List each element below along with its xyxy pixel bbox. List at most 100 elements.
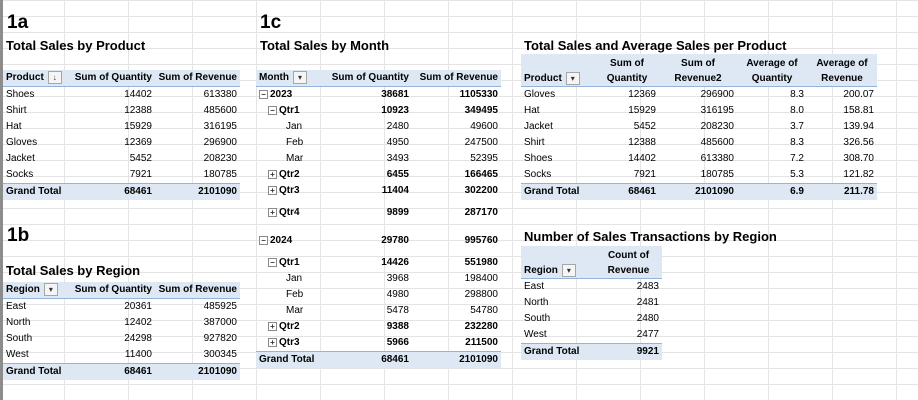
grand-total-row[interactable]: Grand Total 68461 2101090 <box>3 363 240 380</box>
value-cell[interactable]: 49600 <box>470 121 498 132</box>
grand-total-label[interactable]: Grand Total <box>521 183 595 200</box>
table-row[interactable]: Shoes 14402 613380 <box>3 87 240 104</box>
row-label-cell[interactable]: East <box>6 301 27 312</box>
value-cell[interactable]: 180785 <box>700 169 734 180</box>
product-pivot-table[interactable]: Product ↓ Sum of Quantity Sum of Revenue … <box>3 70 240 200</box>
value-cell[interactable]: 38681 <box>381 89 409 100</box>
value-cell[interactable]: 14402 <box>628 153 656 164</box>
table-row[interactable]: Hat 15929 316195 <box>3 119 240 135</box>
value-cell[interactable]: 12402 <box>124 317 152 328</box>
grand-total-value[interactable]: 2101090 <box>659 183 737 200</box>
value-cell[interactable]: 316195 <box>700 105 734 116</box>
value-cell[interactable]: 14426 <box>381 257 409 268</box>
value-cell[interactable]: 551980 <box>464 257 498 268</box>
quarter-row[interactable]: + Qtr2 9388 232280 <box>256 319 501 335</box>
value-cell[interactable]: 232280 <box>464 321 498 332</box>
value-cell[interactable]: 11400 <box>124 349 152 360</box>
table-row[interactable]: Jacket 5452 208230 <box>3 151 240 167</box>
grand-total-value[interactable]: 68461 <box>71 183 155 200</box>
table-row[interactable]: Shirt 12388 485600 8.3 326.56 <box>521 135 877 151</box>
value-cell[interactable]: 4950 <box>386 137 409 148</box>
row-label-cell[interactable]: Gloves <box>6 137 38 148</box>
value-cell[interactable]: 12369 <box>628 89 656 100</box>
row-label-cell[interactable]: Socks <box>524 169 552 180</box>
table-row[interactable]: East 2483 <box>521 279 662 296</box>
month-row[interactable]: Feb 4980 298800 <box>256 287 501 303</box>
plus-box-icon[interactable]: + <box>268 185 277 195</box>
month-row[interactable]: Jan 3968 198400 <box>256 271 501 287</box>
value-cell[interactable]: 308.70 <box>843 153 874 164</box>
table-row[interactable]: Hat 15929 316195 8.0 158.81 <box>521 103 877 119</box>
table-row[interactable]: North 12402 387000 <box>3 315 240 331</box>
table-row[interactable]: Socks 7921 180785 <box>3 167 240 184</box>
plus-box-icon[interactable]: + <box>268 321 277 331</box>
row-label-cell[interactable]: Shoes <box>6 89 35 100</box>
row-label-header[interactable]: Month ▾ <box>256 70 322 87</box>
value-cell[interactable]: 208230 <box>203 153 237 164</box>
value-cell[interactable]: 2480 <box>636 313 659 324</box>
quarter-row[interactable]: + Qtr4 9899 287170 <box>256 199 501 227</box>
month-row[interactable]: Feb 4950 247500 <box>256 135 501 151</box>
value-cell[interactable]: 208230 <box>700 121 734 132</box>
row-label-header[interactable]: Region ▾ <box>521 246 595 279</box>
value-cell[interactable]: 995760 <box>464 235 498 246</box>
value-cell[interactable]: 198400 <box>464 273 498 284</box>
value-cell[interactable]: 11404 <box>381 185 409 196</box>
value-cell[interactable]: 300345 <box>203 349 237 360</box>
minus-box-icon[interactable]: − <box>259 235 268 245</box>
value-cell[interactable]: 296900 <box>203 137 237 148</box>
value-cell[interactable]: 12388 <box>628 137 656 148</box>
value-cell[interactable]: 24298 <box>124 333 152 344</box>
row-label-cell[interactable]: Jan <box>256 271 322 287</box>
quarter-row[interactable]: − Qtr1 10923 349495 <box>256 103 501 119</box>
row-label-header[interactable]: Region ▾ <box>3 282 71 299</box>
value-cell[interactable]: 613380 <box>700 153 734 164</box>
table-row[interactable]: Jacket 5452 208230 3.7 139.94 <box>521 119 877 135</box>
minus-box-icon[interactable]: − <box>268 257 277 267</box>
plus-box-icon[interactable]: + <box>268 207 277 217</box>
value-cell[interactable]: 296900 <box>700 89 734 100</box>
value-cell[interactable]: 287170 <box>464 207 498 218</box>
value-cell[interactable]: 2477 <box>636 329 659 340</box>
value-cell[interactable]: 12369 <box>124 137 152 148</box>
value-cell[interactable]: 298800 <box>464 289 498 300</box>
grand-total-value[interactable]: 2101090 <box>155 183 240 200</box>
count-pivot-table[interactable]: Region ▾ Count of Revenue East 2483 North 24… <box>521 246 662 360</box>
row-label-cell[interactable]: + Qtr4 <box>256 199 322 227</box>
value-cell[interactable]: 316195 <box>203 121 237 132</box>
value-cell[interactable]: 14402 <box>124 89 152 100</box>
value-cell[interactable]: 54780 <box>470 305 498 316</box>
row-label-cell[interactable]: Shoes <box>524 153 553 164</box>
table-row[interactable]: West 11400 300345 <box>3 347 240 364</box>
value-cell[interactable]: 5452 <box>633 121 656 132</box>
value-cell[interactable]: 349495 <box>464 105 498 116</box>
row-label-cell[interactable]: Hat <box>524 105 540 116</box>
value-cell[interactable]: 211500 <box>465 337 498 348</box>
region-pivot-table[interactable]: Region ▾ Sum of Quantity Sum of Revenue E… <box>3 282 240 380</box>
table-row[interactable]: Shoes 14402 613380 7.2 308.70 <box>521 151 877 167</box>
table-row[interactable]: Shirt 12388 485600 <box>3 103 240 119</box>
row-label-cell[interactable]: North <box>524 297 549 308</box>
row-label-cell[interactable]: + Qtr2 <box>256 319 322 335</box>
grand-total-value[interactable]: 9921 <box>595 343 662 360</box>
row-label-cell[interactable]: − Qtr1 <box>256 255 322 271</box>
value-cell[interactable]: 139.94 <box>843 121 874 132</box>
row-label-cell[interactable]: South <box>6 333 33 344</box>
sort-filter-icon[interactable]: ↓ <box>47 70 62 84</box>
row-label-cell[interactable]: Gloves <box>524 89 556 100</box>
grand-total-value[interactable]: 2101090 <box>412 351 501 368</box>
chevron-down-icon[interactable]: ▾ <box>43 282 58 296</box>
row-label-cell[interactable]: East <box>524 281 545 292</box>
grand-total-label[interactable]: Grand Total <box>3 183 71 200</box>
value-cell[interactable]: 12388 <box>124 105 152 116</box>
grand-total-value[interactable]: 2101090 <box>155 363 240 380</box>
plus-box-icon[interactable]: + <box>268 169 277 179</box>
value-cell[interactable]: 2481 <box>636 297 659 308</box>
value-cell[interactable]: 302200 <box>464 185 498 196</box>
value-cell[interactable]: 247500 <box>464 137 498 148</box>
table-row[interactable]: South 24298 927820 <box>3 331 240 347</box>
grand-total-value[interactable]: 211.78 <box>807 183 877 200</box>
value-cell[interactable]: 2480 <box>386 121 409 132</box>
grand-total-value[interactable]: 68461 <box>595 183 659 200</box>
row-label-cell[interactable]: −2024 <box>256 227 322 255</box>
